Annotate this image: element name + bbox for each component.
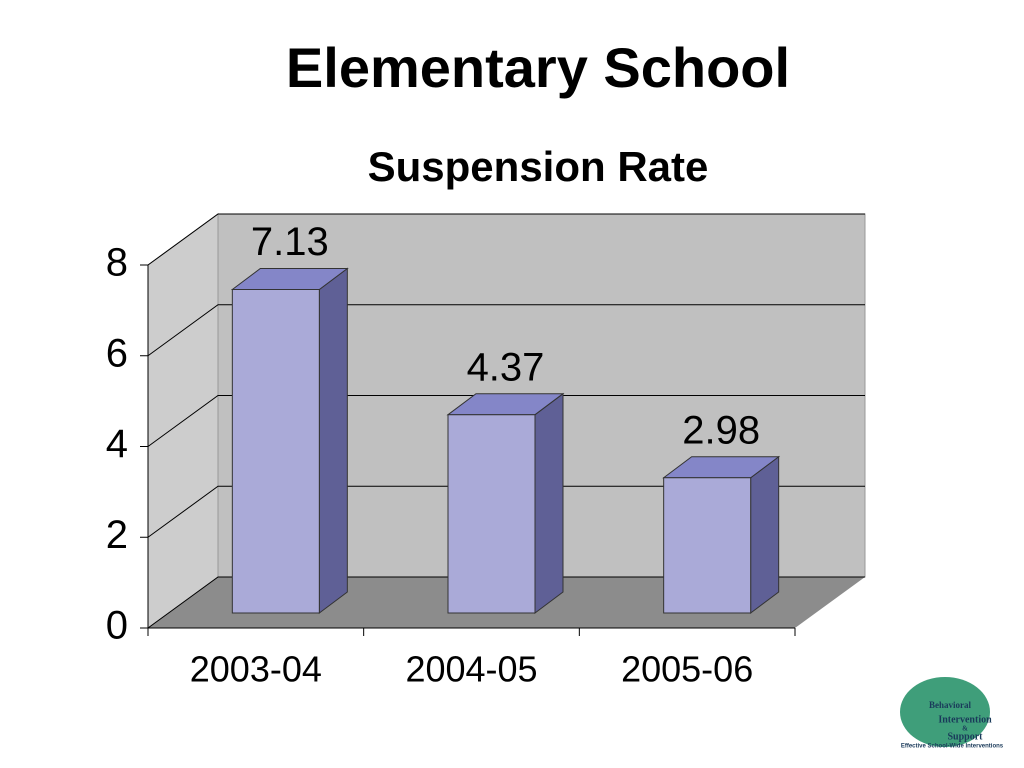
logo-text: Behavioral <box>929 700 971 710</box>
bar-side <box>534 392 564 614</box>
bar-front <box>663 477 752 614</box>
grid-line <box>147 485 865 538</box>
bar-front <box>231 288 320 614</box>
x-tick-label: 2003-04 <box>190 649 322 690</box>
bar-side <box>318 267 348 614</box>
chart-subtitle: Suspension Rate <box>368 143 709 190</box>
y-tick-label: 4 <box>106 422 128 466</box>
grid-line <box>147 213 865 266</box>
x-tick-label: 2004-05 <box>405 649 537 690</box>
logo-text: & <box>962 725 968 733</box>
slide-title: Elementary School <box>286 36 790 99</box>
logo: Behavioral Intervention & Support Effect… <box>900 677 1004 750</box>
bar-front <box>447 414 536 614</box>
logo-text: Intervention <box>938 714 992 725</box>
y-tick-label: 6 <box>106 331 128 375</box>
data-label: 7.13 <box>251 220 329 264</box>
grid-line <box>147 576 865 629</box>
grid-line <box>147 304 865 357</box>
grid-line <box>147 395 865 447</box>
bar <box>230 267 349 614</box>
y-tick-label: 2 <box>106 513 128 557</box>
logo-text: Support <box>947 731 983 742</box>
logo-circle <box>900 677 990 747</box>
x-tick-label: 2005-06 <box>621 649 753 690</box>
bar <box>446 392 565 614</box>
bar-side <box>750 455 780 614</box>
data-label: 2.98 <box>682 408 760 452</box>
y-tick-label: 8 <box>106 241 128 285</box>
y-tick-label: 0 <box>106 604 128 648</box>
logo-tagline: Effective School-Wide Interventions <box>901 744 1004 750</box>
data-label: 4.37 <box>467 345 545 389</box>
bar <box>662 455 781 614</box>
